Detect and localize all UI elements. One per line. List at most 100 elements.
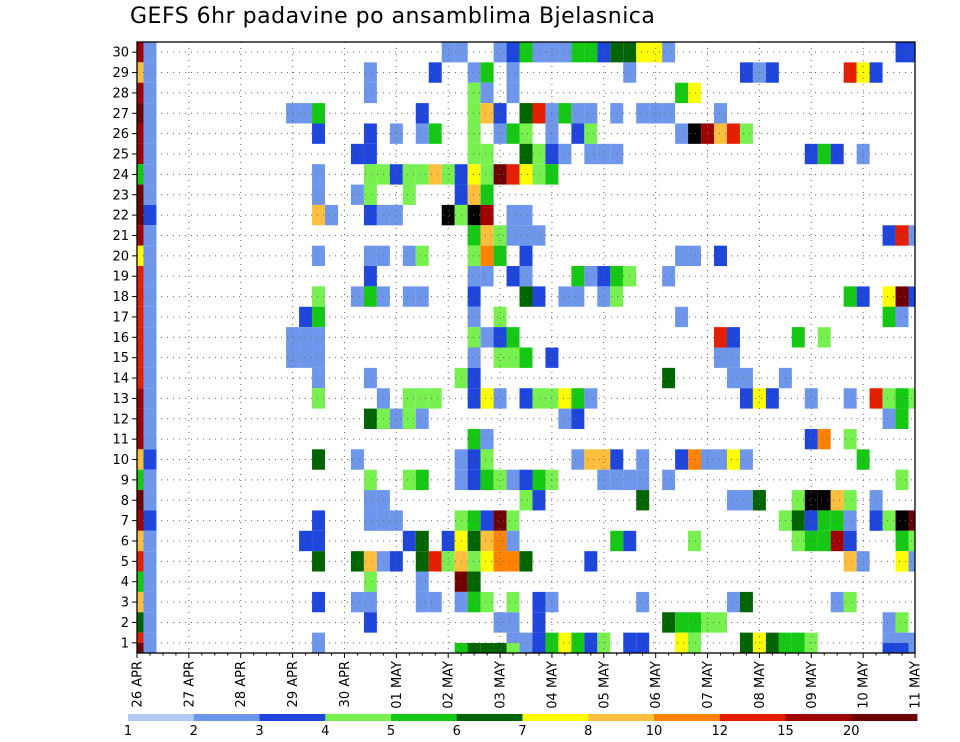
colorbar-label: 2	[190, 724, 198, 739]
data-cell	[714, 612, 727, 633]
data-cell	[415, 408, 429, 429]
colorbar-swatch	[128, 714, 195, 721]
data-cell	[571, 42, 585, 63]
data-cell	[493, 612, 507, 633]
data-cell	[312, 551, 326, 572]
data-cell	[325, 204, 338, 226]
data-cell	[804, 428, 818, 450]
data-cell	[480, 449, 494, 470]
x-tick-label: 06 MAY	[649, 661, 664, 709]
data-cell	[519, 286, 533, 307]
x-tick-label: 07 MAY	[701, 661, 716, 709]
data-cell	[558, 42, 572, 63]
data-cell	[791, 510, 805, 531]
data-cell	[636, 449, 650, 470]
data-cell	[467, 643, 481, 653]
data-cell	[584, 266, 598, 287]
data-cell	[830, 143, 844, 165]
data-cell	[506, 266, 520, 287]
data-cell	[506, 82, 520, 104]
data-cell	[882, 612, 896, 633]
data-cell	[584, 449, 598, 470]
data-cell	[506, 204, 520, 226]
data-cell	[895, 225, 909, 246]
data-cell	[765, 388, 779, 409]
data-cell	[895, 42, 909, 63]
data-cell	[441, 42, 455, 63]
data-cell	[558, 143, 572, 165]
data-cell	[688, 530, 702, 552]
y-tick-label: 3	[121, 596, 129, 611]
data-cell	[312, 632, 326, 653]
data-cell	[675, 449, 689, 470]
data-cell	[714, 327, 727, 348]
data-cell	[506, 347, 520, 368]
data-cell	[402, 408, 416, 429]
data-cell	[467, 327, 481, 348]
data-cell	[519, 143, 533, 165]
data-cell	[441, 204, 455, 226]
data-cell	[739, 591, 753, 613]
data-cell	[493, 103, 507, 124]
data-cell	[363, 143, 377, 165]
data-cell	[882, 306, 896, 328]
data-cell	[675, 632, 689, 653]
data-cell	[493, 225, 507, 246]
colorbar-legend: 1 2 3 4 5 6 7 8 10 12 15 20	[124, 714, 918, 739]
data-cell	[137, 184, 144, 205]
x-tick-label: 03 MAY	[494, 661, 509, 709]
data-cell	[558, 388, 572, 409]
data-cell	[610, 266, 624, 287]
data-cell	[467, 449, 481, 470]
data-cell	[402, 164, 416, 185]
data-cell	[519, 164, 533, 185]
data-cell	[441, 551, 455, 572]
data-cell	[493, 388, 507, 409]
data-cell	[519, 266, 533, 287]
data-cell	[817, 327, 831, 348]
data-cell	[597, 449, 611, 470]
data-cell	[467, 428, 481, 450]
data-cell	[739, 123, 753, 144]
data-cell	[493, 551, 507, 572]
y-tick-label: 4	[121, 575, 129, 590]
data-cell	[843, 428, 857, 450]
data-cell	[137, 367, 144, 389]
data-cell	[584, 551, 598, 572]
data-cell	[895, 612, 909, 633]
data-cell	[636, 632, 650, 653]
data-cell	[480, 184, 494, 205]
y-tick-label: 24	[112, 168, 129, 183]
data-cell	[363, 286, 377, 307]
data-cell	[137, 82, 144, 104]
data-cell	[415, 245, 429, 267]
data-cell	[895, 408, 909, 429]
data-cell	[895, 530, 909, 552]
data-cell	[415, 164, 429, 185]
data-cell	[428, 388, 442, 409]
data-cell	[675, 612, 689, 633]
data-cell	[882, 225, 896, 246]
data-cell	[363, 571, 377, 592]
data-cell	[869, 62, 883, 83]
x-tick-label: 10 MAY	[857, 661, 872, 709]
data-cell	[532, 42, 546, 63]
data-cell	[415, 103, 429, 124]
data-cell	[843, 388, 857, 409]
data-cell	[467, 103, 481, 124]
data-cell	[675, 245, 689, 267]
data-cell	[415, 123, 429, 144]
data-cell	[467, 388, 481, 409]
y-tick-label: 27	[112, 107, 129, 122]
data-cell	[415, 571, 429, 592]
data-cell	[817, 490, 831, 511]
y-tick-label: 30	[112, 46, 129, 61]
colorbar-label: 7	[518, 724, 526, 739]
data-cell	[519, 204, 533, 226]
data-cell	[597, 286, 611, 307]
colorbar-label: 4	[321, 724, 329, 739]
data-cell	[389, 510, 403, 531]
data-cell	[428, 123, 442, 144]
data-cell	[467, 571, 481, 592]
data-cell	[804, 143, 818, 165]
